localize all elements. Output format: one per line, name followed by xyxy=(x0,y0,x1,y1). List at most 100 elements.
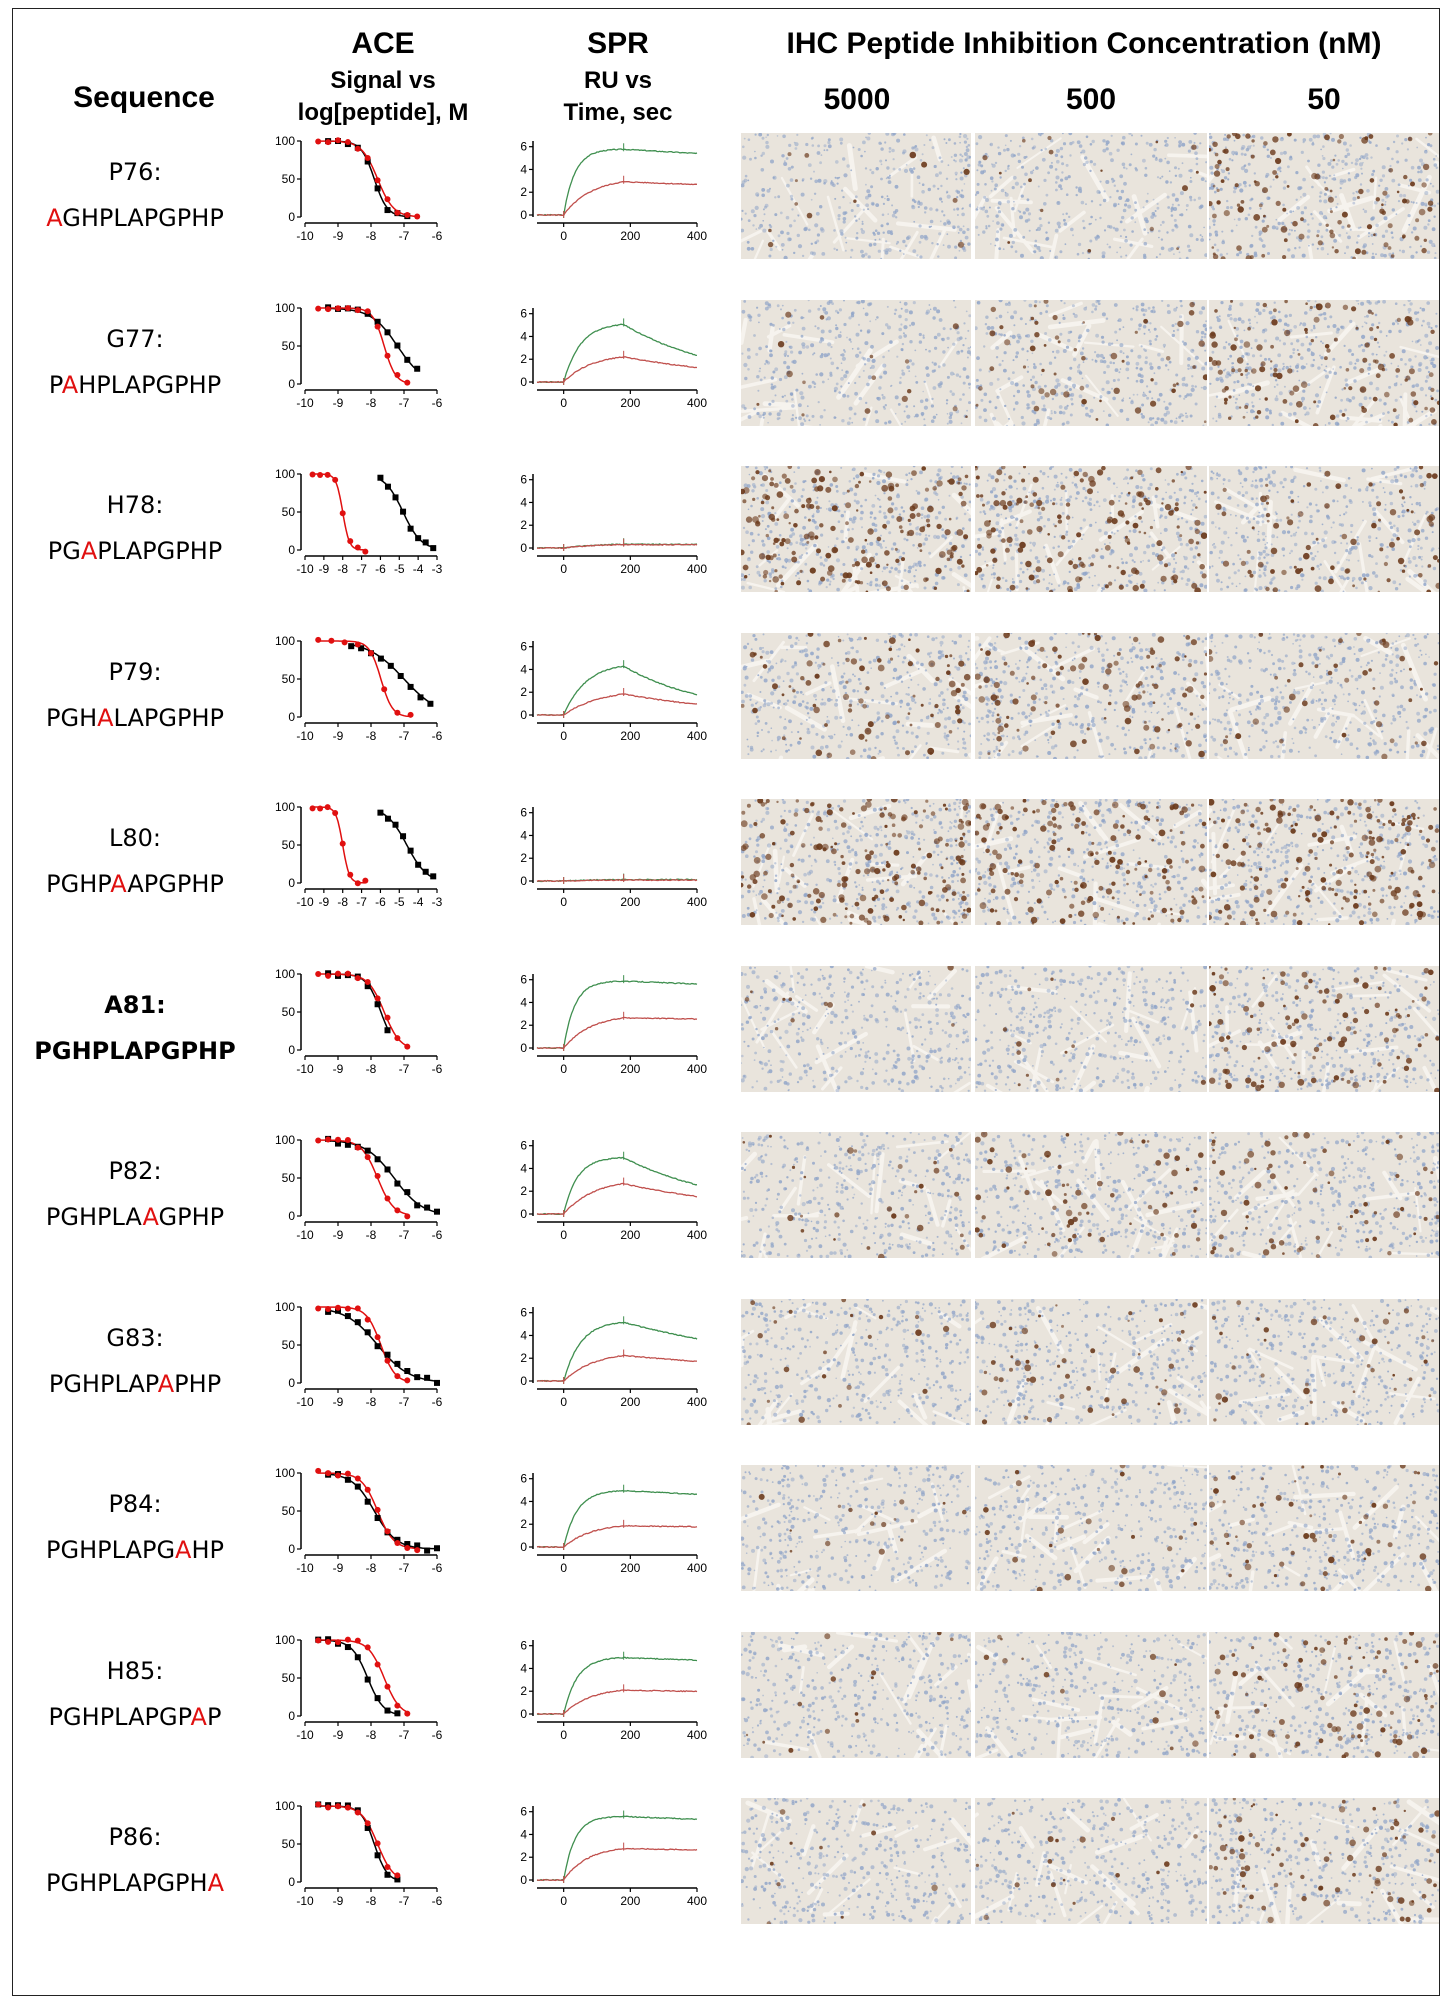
ace-point-reference xyxy=(422,868,429,875)
ace-x-tick-label: -7 xyxy=(399,1728,410,1742)
ace-point-variant xyxy=(309,471,316,478)
ace-point-variant xyxy=(324,804,331,811)
ace-point-variant xyxy=(374,1333,381,1340)
residue: P xyxy=(97,1869,112,1897)
spr-y-tick-label: 0 xyxy=(520,541,527,555)
spr-x-tick-label: 200 xyxy=(620,1894,640,1908)
ace-x-tick-label: -8 xyxy=(366,1728,377,1742)
ace-y-tick-label: 50 xyxy=(282,339,296,353)
ace-y-tick-label: 100 xyxy=(275,1300,295,1314)
ace-point-variant xyxy=(315,1637,322,1644)
spr-trace-low xyxy=(536,355,698,383)
ace-point-variant xyxy=(354,1475,361,1482)
spr-y-tick-label: 6 xyxy=(520,1638,527,1652)
ace-point-reference xyxy=(400,833,407,840)
spr-x-tick-label: 200 xyxy=(620,1728,640,1742)
ace-point-variant xyxy=(344,304,351,311)
header-conc-50: 50 xyxy=(1307,83,1341,116)
ace-x-tick-label: -10 xyxy=(296,895,314,909)
spr-y-tick-label: 6 xyxy=(520,306,527,320)
ace-point-reference xyxy=(415,535,422,542)
ace-point-reference xyxy=(415,861,422,868)
residue: H xyxy=(78,1203,97,1231)
ihc-background xyxy=(975,466,1207,592)
ace-fit-curve-reference xyxy=(328,1140,438,1214)
ace-fit-curve-variant xyxy=(318,140,418,218)
ace-point-variant xyxy=(404,379,411,386)
ace-point-variant xyxy=(315,636,322,643)
ihc-tissue-texture xyxy=(741,640,971,759)
ihc-positive-stain xyxy=(1210,1132,1439,1258)
ace-point-variant xyxy=(394,1539,401,1546)
residue: P xyxy=(206,1702,222,1731)
peptide-label: A81: PGHPLAPGPHP xyxy=(19,982,251,1074)
residue: G xyxy=(156,1536,176,1564)
ace-point-reference xyxy=(374,1694,381,1701)
ihc-tissue-texture xyxy=(1209,968,1439,1092)
spr-trace-low xyxy=(537,1524,698,1549)
ace-point-reference xyxy=(374,1852,381,1859)
ace-dose-response-chart: 0 50 100 -10 -9 -8 -7 -6 xyxy=(275,634,443,743)
residue: H xyxy=(79,1536,98,1564)
ihc-nuclei xyxy=(1209,1798,1439,1924)
spr-x-tick-label: 400 xyxy=(687,1228,707,1242)
ihc-background xyxy=(741,1298,971,1425)
spr-y-tick-label: 4 xyxy=(520,995,527,1009)
peptide-name: P82: xyxy=(108,1157,162,1185)
spr-y-tick-label: 2 xyxy=(520,185,527,199)
ace-x-tick-label: -7 xyxy=(399,396,410,410)
ace-fit-curve-variant xyxy=(312,473,366,551)
residue: P xyxy=(176,204,192,232)
ihc-image-50 xyxy=(1209,1798,1439,1924)
residue: G xyxy=(158,703,177,732)
ace-point-variant xyxy=(325,1638,332,1645)
spr-trace-high xyxy=(536,148,698,217)
ace-fit-curve-variant xyxy=(318,639,411,717)
ace-point-variant xyxy=(325,1305,332,1312)
ace-point-variant xyxy=(354,974,361,981)
ace-point-variant xyxy=(374,1840,381,1847)
ace-point-reference xyxy=(404,1367,411,1374)
spr-trace-low xyxy=(536,692,698,716)
residue: P xyxy=(48,1702,64,1731)
ace-x-tick-label: -9 xyxy=(333,1728,344,1742)
ihc-positive-stain xyxy=(1209,133,1434,259)
ihc-background xyxy=(975,965,1207,1092)
spr-y-tick-label: 6 xyxy=(520,806,527,820)
spr-sensorgram-chart: 0 2 4 6 0 200 400 xyxy=(520,1805,707,1908)
residue: H xyxy=(71,1036,92,1065)
ace-point-variant xyxy=(404,1376,411,1383)
header-ace-sub1: Signal vs xyxy=(330,67,436,94)
spr-sensorgram-chart: 0 2 4 6 0 200 400 xyxy=(520,306,707,409)
ihc-positive-stain xyxy=(1214,1631,1439,1758)
residue: P xyxy=(45,1869,61,1897)
ace-point-variant xyxy=(362,877,369,884)
residue: G xyxy=(158,1203,178,1231)
mutated-residue: A xyxy=(80,537,98,565)
ihc-nuclei xyxy=(1209,632,1439,759)
spr-trace-high xyxy=(536,323,698,383)
panel-row: P82: PGHPLAAGPHP 0 50 100 -10 -9 -8 -7 -6 0 2 4 6 0 200… xyxy=(13,1128,1441,1294)
ace-x-tick-label: -9 xyxy=(333,1395,344,1409)
ace-point-variant xyxy=(341,638,348,645)
peptide-name: G83: xyxy=(106,1323,164,1352)
ace-point-variant xyxy=(344,1804,351,1811)
ihc-positive-stain xyxy=(741,799,971,925)
ace-dose-response-chart: 0 50 100 -10 -9 -8 -7 -6 -5 -4 -3 xyxy=(275,467,443,576)
ace-point-reference xyxy=(414,1542,421,1549)
residue: P xyxy=(144,1702,159,1731)
residue: P xyxy=(176,703,192,732)
residue: A xyxy=(125,537,143,565)
spr-y-tick-label: 6 xyxy=(520,1805,527,1819)
ace-point-reference xyxy=(414,365,421,372)
ihc-background xyxy=(975,1631,1207,1758)
spr-y-tick-label: 4 xyxy=(520,1827,527,1841)
panel-row: P86: PGHPLAPGPHA 0 50 100 -10 -9 -8 -7 -6 0 2 4 6 0 200… xyxy=(13,1794,1441,1960)
ace-point-reference xyxy=(392,494,399,501)
ace-x-tick-label: -8 xyxy=(366,1561,377,1575)
residue: P xyxy=(48,370,62,399)
ace-x-tick-label: -10 xyxy=(296,229,314,243)
residue: G xyxy=(60,1869,80,1897)
residue: P xyxy=(97,1536,112,1564)
residue: G xyxy=(62,537,81,565)
